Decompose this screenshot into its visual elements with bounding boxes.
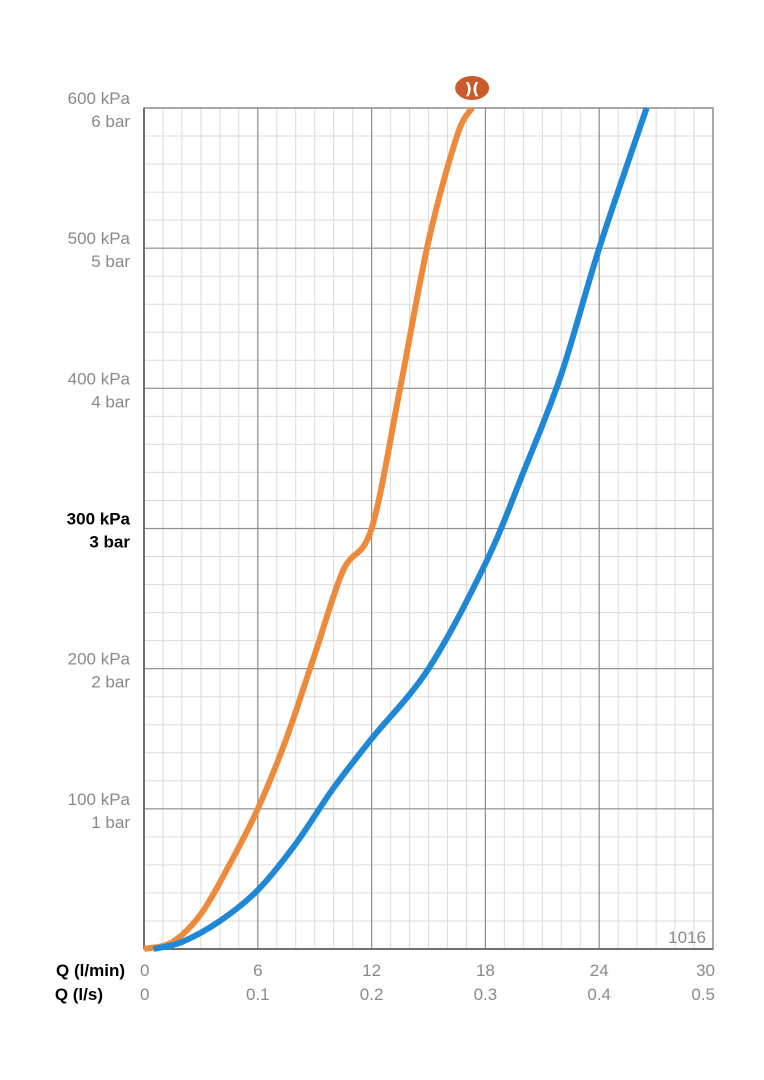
x-tick-label: 0.1	[246, 985, 270, 1004]
x-tick-label: 6	[253, 961, 262, 980]
plot-frame	[143, 107, 714, 950]
x-tick-labels: 0 6 12 18 24 30 0 0.1 0.2 0.3 0.4 0.5	[140, 961, 715, 1004]
y-tick-label-kpa: 400 kPa	[68, 369, 131, 388]
x-axis-name-ls: Q (l/s)	[55, 985, 103, 1004]
y-tick-label-bar: 2 bar	[91, 673, 130, 692]
y-tick-label-bar: 3 bar	[89, 533, 130, 552]
y-tick-label-kpa: 100 kPa	[68, 790, 131, 809]
x-tick-label: 24	[590, 961, 609, 980]
y-tick-label-bar: 5 bar	[91, 252, 130, 271]
nozzle-marker-icon: )(	[465, 79, 480, 98]
series-line-1	[152, 107, 650, 952]
series-line-0	[143, 106, 475, 952]
x-tick-label: 18	[476, 961, 495, 980]
x-tick-label: 0.5	[691, 985, 715, 1004]
x-tick-label: 0.4	[587, 985, 611, 1004]
y-tick-label-bar: 6 bar	[91, 112, 130, 131]
nozzle-marker-badge	[455, 76, 490, 100]
chart-id-label: 1016	[668, 928, 706, 947]
x-tick-label: 30	[696, 961, 715, 980]
y-tick-labels: 100 kPa 1 bar 200 kPa 2 bar 300 kPa 3 bar 400 …	[67, 89, 131, 832]
x-tick-label: 0	[140, 985, 149, 1004]
curve-marker: )(	[455, 76, 490, 100]
y-tick-label-bar: 4 bar	[91, 392, 130, 411]
x-axis-name-lmin: Q (l/min)	[56, 961, 125, 980]
x-tick-label: 0.2	[360, 985, 384, 1004]
y-tick-label-bar: 1 bar	[91, 813, 130, 832]
y-tick-label-kpa: 200 kPa	[68, 650, 131, 669]
y-tick-label-kpa: 300 kPa	[67, 510, 131, 529]
x-tick-label: 0	[140, 961, 149, 980]
y-tick-label-kpa: 600 kPa	[68, 89, 131, 108]
y-tick-label-kpa: 500 kPa	[68, 229, 131, 248]
x-tick-label: 0.3	[474, 985, 498, 1004]
x-tick-label: 12	[362, 961, 381, 980]
series-layer	[143, 106, 650, 952]
